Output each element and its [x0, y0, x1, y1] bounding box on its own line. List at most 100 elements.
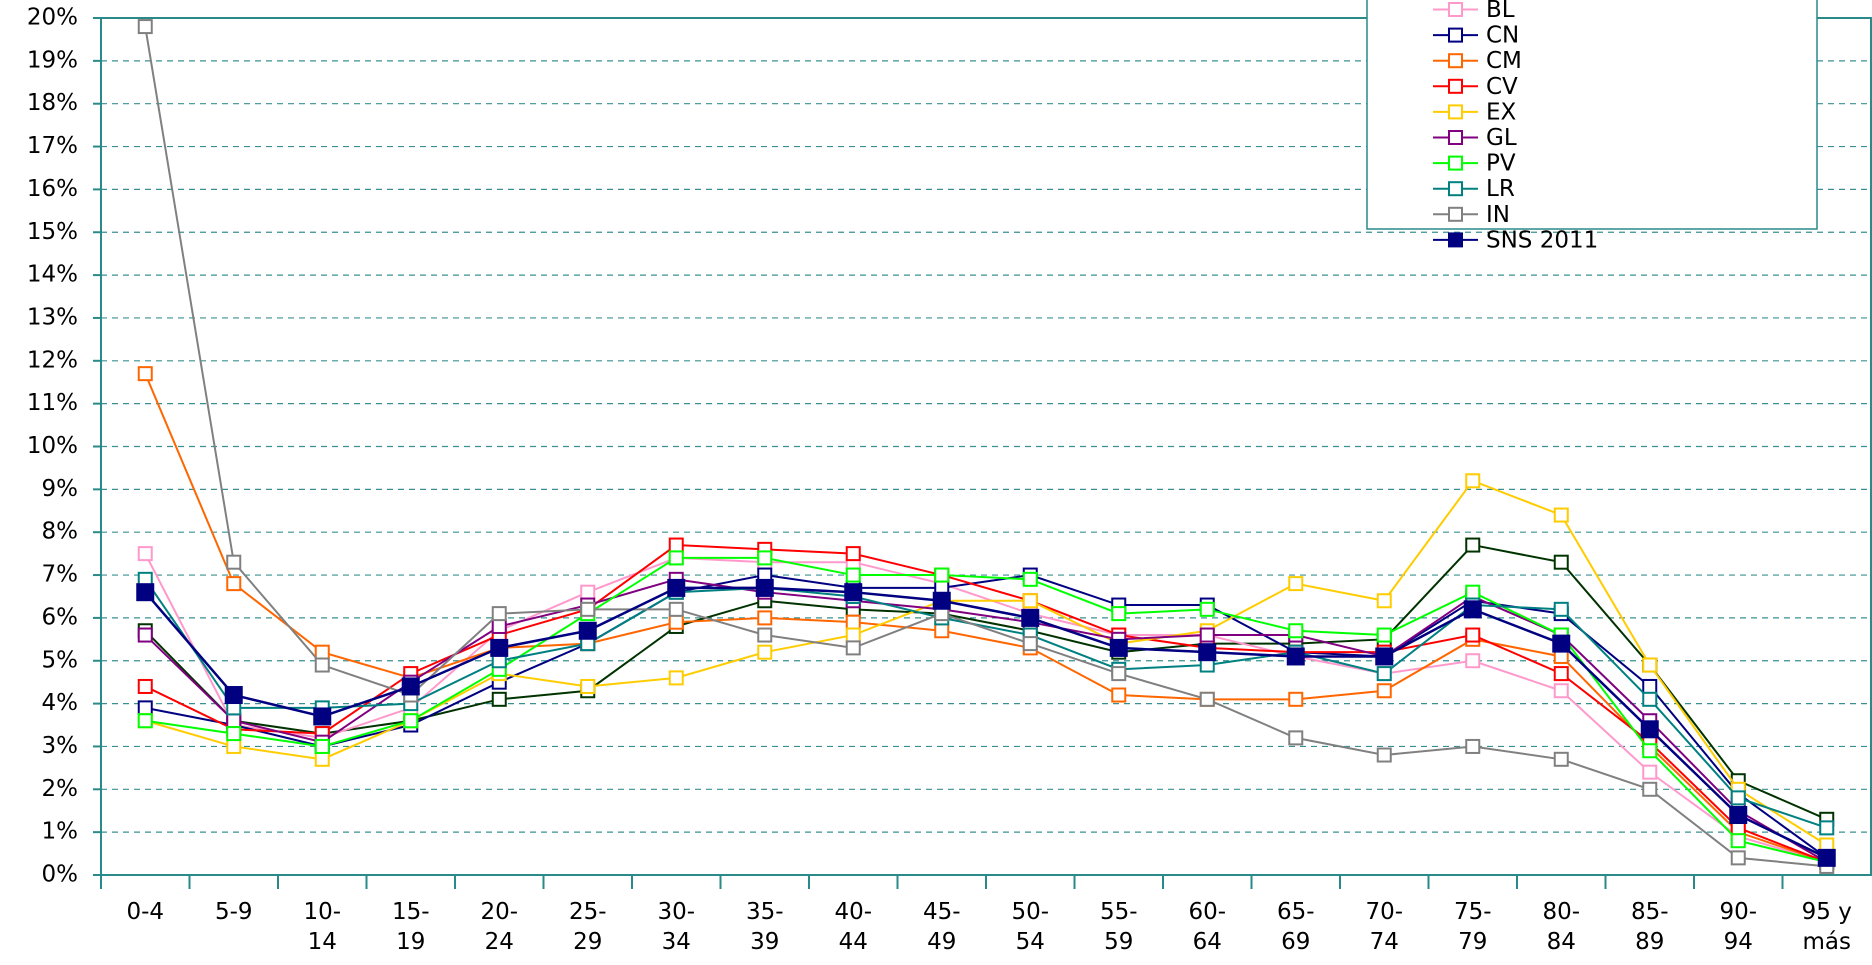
- point-marker: [137, 366, 153, 382]
- legend-marker: [1448, 181, 1463, 197]
- point-marker: [314, 657, 330, 673]
- point-marker: [1288, 576, 1304, 592]
- point-marker: [1022, 636, 1038, 652]
- legend-marker: [1448, 53, 1463, 69]
- point-marker: [403, 713, 419, 729]
- point-marker: [1111, 666, 1127, 682]
- point-marker: [1376, 627, 1392, 643]
- legend-label: CN: [1486, 23, 1519, 49]
- point-marker: [1465, 738, 1481, 754]
- y-tick-label: 1%: [42, 819, 79, 845]
- point-marker: [668, 670, 684, 686]
- y-tick-label: 13%: [27, 304, 78, 330]
- point-marker: [1730, 790, 1746, 806]
- point-marker: [1465, 627, 1481, 643]
- legend-label: PV: [1486, 151, 1516, 177]
- point-marker: [314, 751, 330, 767]
- x-tick-label: 0-4: [126, 899, 165, 925]
- legend-marker: [1448, 104, 1463, 120]
- legend-label: LR: [1486, 176, 1515, 202]
- point-marker: [224, 686, 243, 705]
- point-marker: [1553, 507, 1569, 523]
- point-marker: [137, 700, 153, 716]
- x-tick-label: 15- 19: [391, 899, 430, 955]
- legend-label: IN: [1486, 202, 1510, 228]
- point-marker: [137, 546, 153, 562]
- point-marker: [226, 726, 242, 742]
- legend-label: GL: [1486, 125, 1517, 151]
- x-tick-label: 40- 44: [834, 899, 873, 955]
- point-marker: [1553, 683, 1569, 699]
- y-tick-label: 16%: [27, 176, 78, 202]
- point-marker: [1376, 666, 1392, 682]
- point-marker: [226, 738, 242, 754]
- point-marker: [1465, 473, 1481, 489]
- point-marker: [1109, 638, 1128, 657]
- point-marker: [136, 583, 155, 602]
- point-marker: [580, 584, 596, 600]
- series-line: [145, 556, 1827, 864]
- y-tick-label: 5%: [42, 647, 79, 673]
- point-marker: [1288, 730, 1304, 746]
- point-marker: [1553, 666, 1569, 682]
- point-marker: [1465, 537, 1481, 553]
- point-marker: [668, 550, 684, 566]
- x-tick-label: 70- 74: [1365, 899, 1404, 955]
- point-marker: [1111, 687, 1127, 703]
- point-marker: [755, 578, 774, 597]
- point-marker: [1642, 657, 1658, 673]
- point-marker: [1817, 848, 1836, 867]
- x-tick-label: 20- 24: [480, 899, 519, 955]
- y-tick-label: 20%: [27, 5, 78, 31]
- point-marker: [491, 618, 507, 634]
- x-tick-label: 50- 54: [1011, 899, 1050, 955]
- point-marker: [401, 677, 420, 696]
- y-tick-label: 18%: [27, 90, 78, 116]
- point-marker: [1640, 720, 1659, 739]
- y-tick-label: 3%: [42, 733, 79, 759]
- x-tick-label: 35- 39: [745, 899, 784, 955]
- y-tick-label: 2%: [42, 776, 79, 802]
- y-tick-label: 6%: [42, 604, 79, 630]
- x-tick-label: 25- 29: [568, 899, 607, 955]
- point-marker: [1375, 647, 1394, 666]
- point-marker: [1199, 601, 1215, 617]
- x-tick-label: 90- 94: [1719, 899, 1758, 955]
- legend-marker: [1448, 232, 1463, 248]
- x-tick-label: 60- 64: [1188, 899, 1227, 955]
- point-marker: [314, 738, 330, 754]
- y-tick-label: 15%: [27, 219, 78, 245]
- point-marker: [1642, 781, 1658, 797]
- point-marker: [845, 640, 861, 656]
- point-marker: [1111, 606, 1127, 622]
- x-tick-label: 80- 84: [1542, 899, 1581, 955]
- point-marker: [668, 537, 684, 553]
- point-marker: [1198, 643, 1217, 662]
- x-tick-label: 85- 89: [1630, 899, 1669, 955]
- point-marker: [757, 644, 773, 660]
- point-marker: [934, 623, 950, 639]
- point-marker: [491, 606, 507, 622]
- point-marker: [844, 583, 863, 602]
- legend-label: CM: [1486, 48, 1522, 74]
- point-marker: [580, 678, 596, 694]
- point-marker: [1376, 593, 1392, 609]
- x-tick-label: 75- 79: [1453, 899, 1492, 955]
- point-marker: [668, 614, 684, 630]
- point-marker: [668, 601, 684, 617]
- point-marker: [934, 567, 950, 583]
- legend-label: CV: [1486, 74, 1518, 100]
- series-line: [144, 586, 1828, 859]
- point-marker: [314, 644, 330, 660]
- point-marker: [845, 627, 861, 643]
- point-marker: [1730, 833, 1746, 849]
- point-marker: [845, 546, 861, 562]
- point-marker: [137, 713, 153, 729]
- point-marker: [1288, 623, 1304, 639]
- point-marker: [932, 591, 951, 610]
- point-marker: [667, 578, 686, 597]
- point-marker: [757, 610, 773, 626]
- point-marker: [845, 567, 861, 583]
- y-tick-label: 19%: [27, 47, 78, 73]
